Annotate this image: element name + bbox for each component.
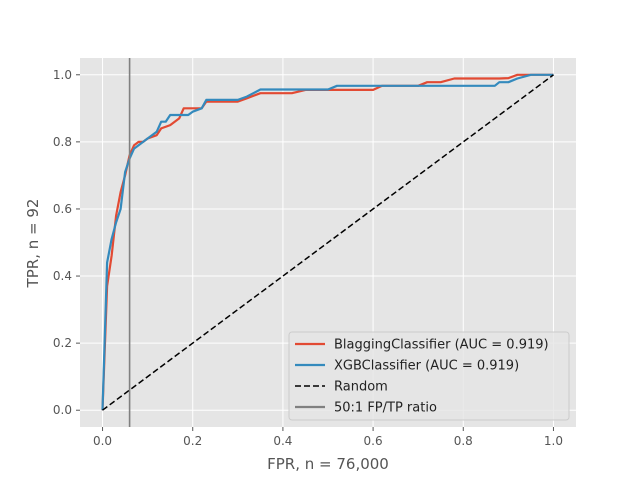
- y-tick-label: 0.6: [53, 202, 72, 216]
- legend-label-1: XGBClassifier (AUC = 0.919): [334, 359, 519, 374]
- y-axis-label: TPR, n = 92: [24, 199, 42, 289]
- x-axis-label: FPR, n = 76,000: [267, 455, 389, 473]
- legend-box: [288, 331, 570, 421]
- x-tick-label: 0.8: [454, 434, 473, 448]
- y-tick-label: 0.0: [53, 403, 72, 417]
- x-tick-label: 0.0: [93, 434, 112, 448]
- legend-label-0: BlaggingClassifier (AUC = 0.919): [334, 338, 549, 353]
- y-tick-label: 0.4: [53, 269, 72, 283]
- x-tick-label: 0.4: [273, 434, 292, 448]
- grid-layer: [80, 58, 576, 427]
- x-tick-label: 0.2: [183, 434, 202, 448]
- y-tick-label: 0.8: [53, 135, 72, 149]
- y-tick-label: 0.2: [53, 336, 72, 350]
- series-line-2: [102, 74, 554, 411]
- x-tick-label: 0.6: [364, 434, 383, 448]
- legend-label-2: Random: [334, 380, 388, 395]
- legend-label-3: 50:1 FP/TP ratio: [334, 401, 437, 416]
- legend: BlaggingClassifier (AUC = 0.919) XGBClass…: [288, 331, 570, 421]
- x-tick-label: 1.0: [544, 434, 563, 448]
- y-tick-layer: 0.0 0.2 0.4 0.6 0.8 1.0: [53, 68, 80, 417]
- series-layer: [101, 58, 554, 427]
- x-tick-layer: 0.0 0.2 0.4 0.6 0.8 1.0: [93, 427, 563, 448]
- y-tick-label: 1.0: [53, 68, 72, 82]
